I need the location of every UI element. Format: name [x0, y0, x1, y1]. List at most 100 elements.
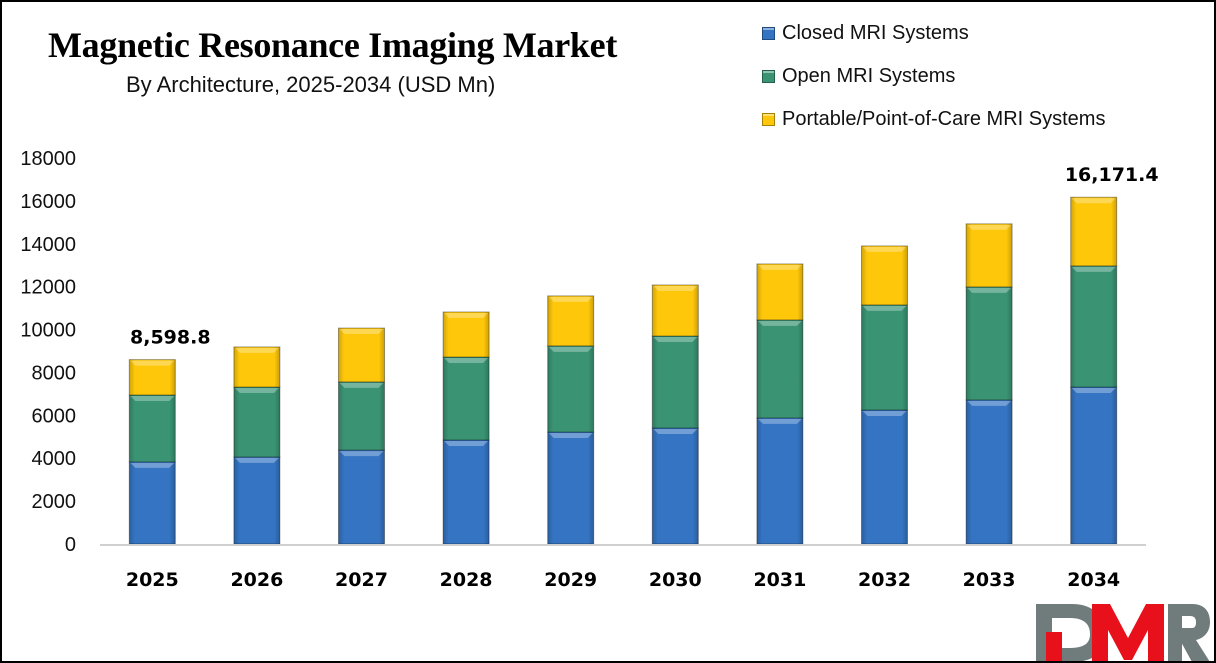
- bar-bevel-shade: [547, 432, 594, 544]
- bar-stack-2031: [756, 263, 804, 545]
- legend-item-open: Open MRI Systems: [762, 55, 1105, 98]
- bar-bevel-shade: [233, 387, 280, 457]
- bar-bevel-shade: [338, 381, 385, 451]
- bar-bevel-shade: [443, 357, 490, 440]
- bar-bevel-shade: [443, 439, 490, 544]
- x-axis: 2025 2026 2027 2028 2029 2030 2031 2032 2033 2034: [126, 569, 1120, 591]
- bar-bevel-shade: [966, 223, 1013, 287]
- x-tick-label: 2028: [440, 569, 493, 591]
- bar-bevel-highlight: [548, 346, 593, 352]
- x-tick-label: 2033: [963, 569, 1016, 591]
- bars: [128, 196, 1118, 545]
- legend-label-closed: Closed MRI Systems: [782, 22, 969, 44]
- bar-bevel-shade: [652, 284, 699, 336]
- x-tick-label: 2027: [335, 569, 388, 591]
- y-tick-label: 12000: [20, 277, 76, 299]
- bar-bevel-highlight: [862, 305, 907, 311]
- bar-bevel-shade: [129, 359, 176, 395]
- bar-stack-2025: [128, 359, 176, 545]
- x-tick-label: 2034: [1067, 569, 1120, 591]
- y-tick-label: 10000: [20, 320, 76, 342]
- bar-bevel-highlight: [444, 440, 489, 446]
- dmr-logo: [1036, 604, 1210, 661]
- bar-bevel-highlight: [653, 285, 698, 291]
- y-tick-label: 0: [65, 534, 76, 556]
- bar-bevel-highlight: [967, 287, 1012, 293]
- x-tick-label: 2030: [649, 569, 702, 591]
- logo-letter-d: [1036, 604, 1106, 661]
- bar-bevel-highlight: [234, 347, 279, 353]
- bar-bevel-highlight: [339, 329, 384, 335]
- data-label-total: 8,598.8: [130, 327, 211, 349]
- logo-letter-r: [1168, 604, 1210, 661]
- bar-stack-2030: [651, 284, 699, 545]
- y-tick-label: 6000: [32, 405, 77, 427]
- bar-bevel-highlight: [130, 395, 175, 401]
- bar-bevel-shade: [966, 286, 1013, 400]
- bar-stack-2027: [338, 327, 385, 545]
- x-tick-label: 2032: [858, 569, 911, 591]
- bar-bevel-highlight: [1071, 388, 1116, 394]
- bar-bevel-highlight: [130, 360, 175, 366]
- y-tick-label: 2000: [32, 491, 77, 513]
- bar-stack-2028: [442, 311, 490, 545]
- bar-bevel-highlight: [862, 410, 907, 416]
- bar-stack-2032: [861, 245, 908, 545]
- bar-bevel-shade: [443, 311, 490, 358]
- bar-bevel-shade: [547, 295, 594, 346]
- y-axis: 0 2000 4000 6000 8000 10000 12000 14000 16000 180…: [20, 148, 76, 556]
- bar-bevel-shade: [652, 427, 699, 544]
- legend-swatch-closed: [762, 27, 775, 40]
- bar-bevel-highlight: [862, 246, 907, 252]
- bar-bevel-highlight: [967, 224, 1012, 230]
- bar-bevel-shade: [1070, 265, 1117, 388]
- bar-bevel-shade: [756, 319, 803, 418]
- bar-bevel-shade: [233, 456, 280, 544]
- bar-bevel-highlight: [967, 400, 1012, 406]
- bar-stack-2033: [965, 223, 1013, 545]
- logo-letter-m: [1046, 604, 1164, 661]
- legend: Closed MRI Systems Open MRI Systems Port…: [762, 12, 1105, 141]
- bar-bevel-shade: [652, 335, 699, 428]
- bar-bevel-highlight: [234, 457, 279, 463]
- bar-bevel-shade: [547, 345, 594, 433]
- bar-bevel-shade: [129, 394, 176, 462]
- chart-title: Magnetic Resonance Imaging Market: [48, 25, 618, 65]
- bar-stack-2026: [233, 346, 281, 545]
- bar-bevel-shade: [338, 328, 385, 382]
- legend-item-closed: Closed MRI Systems: [762, 12, 1105, 55]
- y-tick-label: 4000: [32, 448, 77, 470]
- bar-bevel-highlight: [653, 336, 698, 342]
- bar-bevel-highlight: [757, 418, 802, 424]
- annotations: 8,598.8 16,171.4: [130, 164, 1159, 348]
- bar-bevel-shade: [861, 409, 908, 544]
- bar-bevel-highlight: [339, 382, 384, 388]
- bar-bevel-shade: [756, 263, 803, 320]
- legend-swatch-portable: [762, 113, 775, 126]
- legend-item-portable: Portable/Point-of-Care MRI Systems: [762, 98, 1105, 141]
- bar-bevel-shade: [1070, 197, 1117, 266]
- bar-bevel-shade: [338, 450, 385, 544]
- bar-bevel-highlight: [757, 264, 802, 270]
- x-tick-label: 2029: [544, 569, 597, 591]
- bar-bevel-highlight: [548, 296, 593, 302]
- bar-bevel-shade: [966, 399, 1013, 544]
- chart-subtitle: By Architecture, 2025-2034 (USD Mn): [126, 72, 496, 97]
- x-tick-label: 2031: [753, 569, 806, 591]
- bar-bevel-shade: [861, 245, 908, 305]
- bar-bevel-highlight: [757, 320, 802, 326]
- bar-bevel-highlight: [653, 428, 698, 434]
- bar-bevel-highlight: [130, 462, 175, 468]
- bar-bevel-highlight: [548, 433, 593, 439]
- bar-bevel-highlight: [444, 312, 489, 318]
- bar-bevel-shade: [233, 346, 280, 388]
- y-tick-label: 8000: [32, 362, 77, 384]
- bar-bevel-highlight: [1071, 198, 1116, 204]
- legend-label-portable: Portable/Point-of-Care MRI Systems: [782, 108, 1106, 130]
- bar-bevel-highlight: [1071, 266, 1116, 272]
- y-tick-label: 16000: [20, 191, 76, 213]
- y-tick-label: 18000: [20, 148, 76, 170]
- y-tick-label: 14000: [20, 234, 76, 256]
- x-tick-label: 2025: [126, 569, 179, 591]
